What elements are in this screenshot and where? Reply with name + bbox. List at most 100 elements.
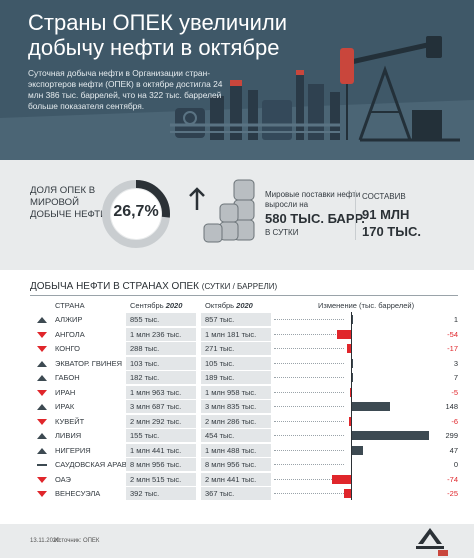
leader-dots — [274, 362, 344, 364]
stats-band: ДОЛЯ ОПЕК В МИРОВОЙ ДОБЫЧЕ НЕФТИ 26,7% М… — [0, 160, 474, 270]
opec-share-label: ДОЛЯ ОПЕК В МИРОВОЙ ДОБЫЧЕ НЕФТИ — [30, 185, 108, 220]
triangle-up-icon — [37, 447, 47, 454]
change-bar-positive — [351, 402, 390, 411]
change-value: -74 — [447, 474, 458, 484]
change-value: -25 — [447, 489, 458, 498]
change-bar-negative — [336, 329, 351, 339]
leader-dots — [274, 348, 344, 349]
anadolu-agency-logo — [416, 528, 448, 556]
total-value-millions: 91 МЛН — [362, 207, 410, 222]
table-row: ОАЭ 2 млн 515 тыс. 2 млн 441 тыс. -74 — [30, 472, 458, 486]
country-name: ЭКВАТОР. ГВИНЕЯ — [55, 358, 123, 368]
opec-share-ring — [102, 180, 170, 248]
october-value: 1 млн 958 тыс. — [201, 385, 271, 399]
col-header-country: СТРАНА — [55, 301, 85, 310]
table-title: ДОБЫЧА НЕФТИ В СТРАНАХ ОПЕК (СУТКИ / БАР… — [30, 281, 277, 292]
september-value: 1 млн 236 тыс. — [126, 327, 196, 341]
october-value: 857 тыс. — [201, 313, 271, 326]
table-row: АНГОЛА 1 млн 236 тыс. 1 млн 181 тыс. -54 — [30, 327, 458, 341]
october-value: 8 млн 956 тыс. — [201, 458, 271, 471]
country-name: ОАЭ — [55, 474, 71, 484]
col-header-september-year: 2020 — [165, 301, 183, 310]
col-header-september-label: Сентябрь — [130, 301, 164, 310]
september-value: 392 тыс. — [126, 487, 196, 500]
september-value: 103 тыс. — [126, 356, 196, 370]
oil-refinery-illustration — [0, 0, 474, 160]
footer-date: 13.11.2020 — [30, 538, 60, 544]
triangle-down-icon — [37, 346, 47, 352]
table-row: ЭКВАТОР. ГВИНЕЯ 103 тыс. 105 тыс. 3 — [30, 356, 458, 370]
september-value: 182 тыс. — [126, 371, 196, 384]
leader-dots — [274, 333, 344, 335]
leader-dots — [274, 435, 344, 436]
lead-paragraph: Суточная добыча нефти в Организации стра… — [28, 68, 223, 111]
change-bar-negative — [349, 387, 351, 397]
col-header-october-year: 2020 — [236, 301, 253, 310]
leader-dots — [274, 449, 344, 451]
october-value: 1 млн 181 тыс. — [201, 327, 271, 341]
title-line-2: добычу нефти в октябре — [28, 35, 280, 60]
change-bar-negative — [349, 416, 351, 426]
opec-share-ring-fill — [102, 180, 170, 248]
footer-source: Источник: ОПЕК — [54, 538, 100, 544]
table-row: ЛИВИЯ 155 тыс. 454 тыс. 299 — [30, 429, 458, 442]
leader-dots — [274, 377, 344, 378]
triangle-up-icon — [37, 317, 47, 323]
opec-share-value: 26,7% — [113, 203, 159, 220]
october-value: 271 тыс. — [201, 342, 271, 355]
supply-label: Мировые поставки нефти выросли на — [265, 190, 361, 209]
table-title-unit: (СУТКИ / БАРРЕЛИ) — [201, 282, 278, 291]
october-value: 1 млн 488 тыс. — [201, 443, 271, 457]
country-name: ВЕНЕСУЭЛА — [55, 489, 101, 498]
change-value: 1 — [453, 315, 458, 324]
table-row: КУВЕЙТ 2 млн 292 тыс. 2 млн 286 тыс. -6 — [30, 414, 458, 428]
leader-dots — [274, 420, 344, 422]
october-value: 2 млн 441 тыс. — [201, 472, 271, 486]
footer: 13.11.2020 Источник: ОПЕК — [0, 524, 474, 558]
september-value: 1 млн 963 тыс. — [126, 385, 196, 399]
header-banner: Страны ОПЕК увеличили добычу нефти в окт… — [0, 0, 474, 160]
october-value: 454 тыс. — [201, 429, 271, 442]
oil-barrels-icon — [203, 179, 255, 243]
change-value: -54 — [447, 329, 458, 339]
page-title: Страны ОПЕК увеличили добычу нефти в окт… — [28, 10, 328, 60]
triangle-up-icon — [37, 433, 47, 439]
change-axis — [351, 312, 352, 500]
country-name: ИРАК — [55, 402, 75, 411]
triangle-down-icon — [37, 476, 47, 483]
september-value: 3 млн 687 тыс. — [126, 400, 196, 413]
leader-dots — [274, 391, 344, 393]
september-value: 1 млн 441 тыс. — [126, 443, 196, 457]
country-name: АЛЖИР — [55, 315, 83, 324]
change-bar-negative — [346, 344, 351, 353]
triangle-down-icon — [37, 331, 47, 338]
arrow-up-icon — [189, 187, 205, 210]
october-value: 2 млн 286 тыс. — [201, 414, 271, 428]
col-header-october: Октябрь 2020 — [205, 301, 253, 310]
country-name: КОНГО — [55, 344, 81, 353]
september-value: 288 тыс. — [126, 342, 196, 355]
col-header-september: Сентябрь 2020 — [130, 301, 182, 310]
country-name: ГАБОН — [55, 373, 80, 382]
table-row: ИРАК 3 млн 687 тыс. 3 млн 835 тыс. 148 — [30, 400, 458, 413]
change-value: 148 — [445, 402, 458, 411]
change-value: -6 — [451, 416, 458, 426]
leader-dots — [274, 493, 344, 494]
triangle-down-icon — [37, 389, 47, 396]
change-bar-positive — [351, 431, 429, 440]
table-row: АЛЖИР 855 тыс. 857 тыс. 1 — [30, 313, 458, 326]
table-row: ИРАН 1 млн 963 тыс. 1 млн 958 тыс. -5 — [30, 385, 458, 399]
october-value: 3 млн 835 тыс. — [201, 400, 271, 413]
change-bar-negative — [331, 474, 351, 484]
total-value-thousands: 170 ТЫС. — [362, 224, 421, 239]
october-value: 189 тыс. — [201, 371, 271, 384]
stats-divider — [355, 190, 356, 240]
change-value: 7 — [453, 373, 458, 382]
country-name: ИРАН — [55, 387, 76, 397]
country-name: КУВЕЙТ — [55, 416, 85, 426]
september-value: 155 тыс. — [126, 429, 196, 442]
table-row: НИГЕРИЯ 1 млн 441 тыс. 1 млн 488 тыс. 47 — [30, 443, 458, 457]
triangle-up-icon — [37, 375, 47, 381]
table-row: ГАБОН 182 тыс. 189 тыс. 7 — [30, 371, 458, 384]
col-header-october-label: Октябрь — [205, 301, 235, 310]
